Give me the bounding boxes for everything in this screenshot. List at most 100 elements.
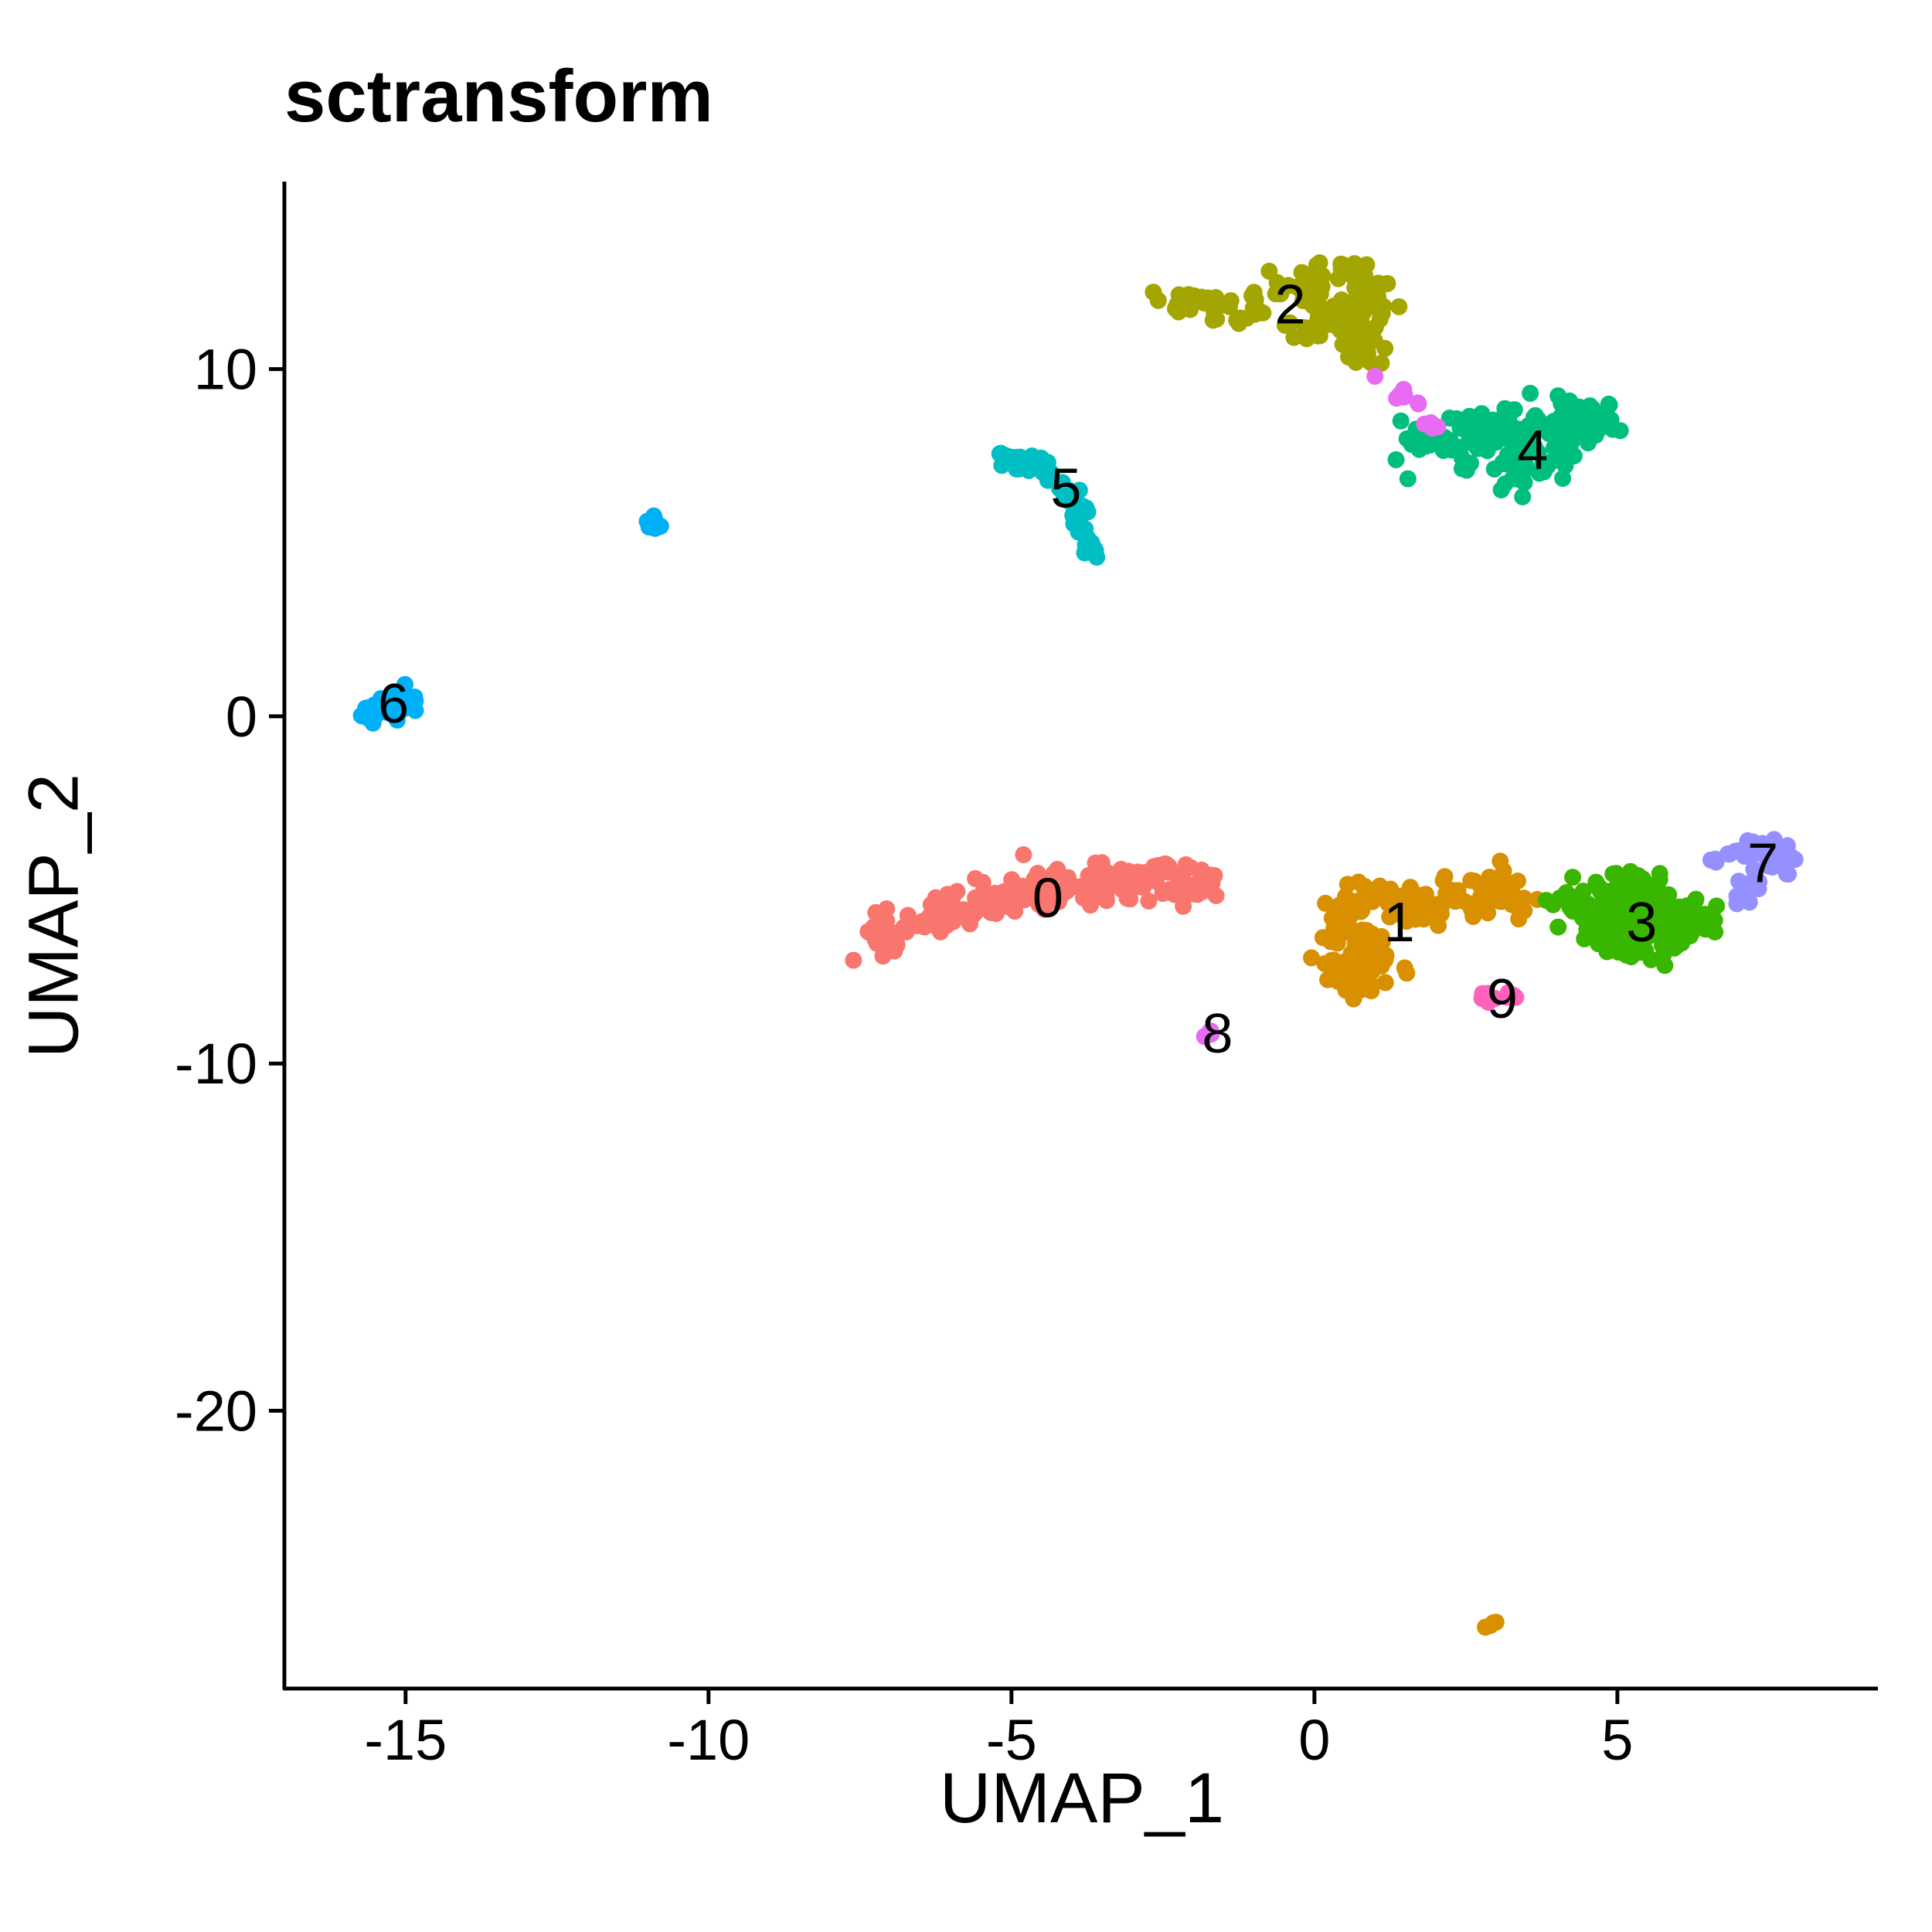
point: [1390, 298, 1408, 315]
point: [1523, 434, 1541, 451]
point: [1740, 893, 1758, 911]
point: [1611, 422, 1629, 440]
point: [1777, 852, 1794, 870]
point: [1398, 430, 1416, 447]
point: [1501, 893, 1519, 911]
point: [1362, 354, 1379, 371]
point: [1753, 840, 1771, 858]
point: [1015, 846, 1032, 863]
chart-title: sctransform: [284, 55, 713, 138]
y-tick-label: 10: [194, 338, 257, 402]
cluster-2-points: [1145, 254, 1408, 372]
point: [645, 507, 662, 525]
point: [1079, 529, 1097, 546]
point: [1020, 461, 1038, 479]
cluster-5-points: [991, 444, 1106, 566]
point: [1760, 854, 1777, 872]
point: [1492, 852, 1509, 870]
point: [1778, 837, 1796, 855]
point: [1410, 395, 1427, 413]
cluster-3-points: [1537, 862, 1726, 975]
point: [1350, 873, 1367, 891]
point: [1260, 262, 1278, 280]
point: [1479, 993, 1497, 1011]
cluster-1-points: [1303, 852, 1546, 1008]
point: [1296, 319, 1314, 336]
point: [1540, 425, 1558, 443]
point: [1745, 860, 1763, 878]
point: [1560, 896, 1578, 913]
point: [1175, 897, 1192, 915]
point: [1073, 497, 1091, 515]
point: [1668, 937, 1686, 954]
point: [1748, 876, 1766, 893]
point: [1462, 872, 1480, 889]
point: [1347, 353, 1365, 371]
point: [1184, 883, 1202, 901]
point: [1359, 294, 1377, 312]
point: [1346, 291, 1364, 308]
point: [975, 896, 992, 913]
point: [1381, 908, 1399, 926]
point: [1308, 300, 1325, 317]
point: [1504, 470, 1522, 488]
point: [1145, 284, 1162, 301]
point: [1462, 900, 1480, 918]
point: [1345, 990, 1362, 1008]
point: [1329, 297, 1347, 315]
point: [1303, 949, 1320, 967]
point: [1537, 892, 1555, 910]
point: [1736, 840, 1754, 857]
point: [943, 891, 961, 909]
cluster-1-points: [1477, 1614, 1505, 1636]
point: [1453, 449, 1471, 467]
point: [1492, 481, 1510, 498]
point: [1642, 876, 1660, 894]
cluster-6-points: [352, 675, 424, 732]
point: [1228, 311, 1246, 329]
point: [1600, 396, 1618, 413]
point: [897, 923, 915, 940]
point: [1311, 285, 1329, 303]
point: [987, 905, 1005, 923]
point: [1347, 900, 1365, 918]
point: [1494, 454, 1512, 471]
point: [865, 918, 883, 936]
point: [1362, 980, 1380, 998]
point: [1202, 1025, 1220, 1043]
cluster-label-7: 7: [1747, 833, 1778, 895]
x-tick-label: -15: [364, 1708, 447, 1772]
point: [1171, 869, 1189, 886]
cluster-4-points: [1387, 384, 1629, 505]
point: [1607, 865, 1625, 883]
point: [1366, 367, 1384, 385]
point: [1164, 884, 1181, 902]
cluster-8-points: [1196, 1022, 1220, 1046]
point: [1639, 893, 1657, 910]
point: [1346, 977, 1364, 995]
point: [1511, 423, 1529, 440]
point: [1396, 386, 1413, 404]
point: [1294, 284, 1311, 301]
point: [1399, 470, 1417, 488]
point: [845, 951, 862, 969]
point: [1637, 942, 1655, 960]
point: [1522, 384, 1539, 402]
point: [1199, 879, 1217, 896]
point: [1060, 489, 1077, 507]
point: [1765, 831, 1783, 849]
point: [1416, 415, 1434, 433]
point: [991, 890, 1009, 908]
point: [1561, 392, 1579, 410]
y-axis-label: UMAP_2: [14, 773, 94, 1059]
point: [1392, 412, 1410, 430]
point: [953, 904, 971, 922]
x-tick-label: 5: [1601, 1708, 1633, 1772]
point: [1545, 439, 1563, 457]
cluster-6-points: [638, 507, 669, 537]
point: [1650, 916, 1668, 934]
point: [1276, 316, 1294, 334]
point: [1721, 845, 1739, 863]
cluster-7-points: [1702, 831, 1804, 913]
